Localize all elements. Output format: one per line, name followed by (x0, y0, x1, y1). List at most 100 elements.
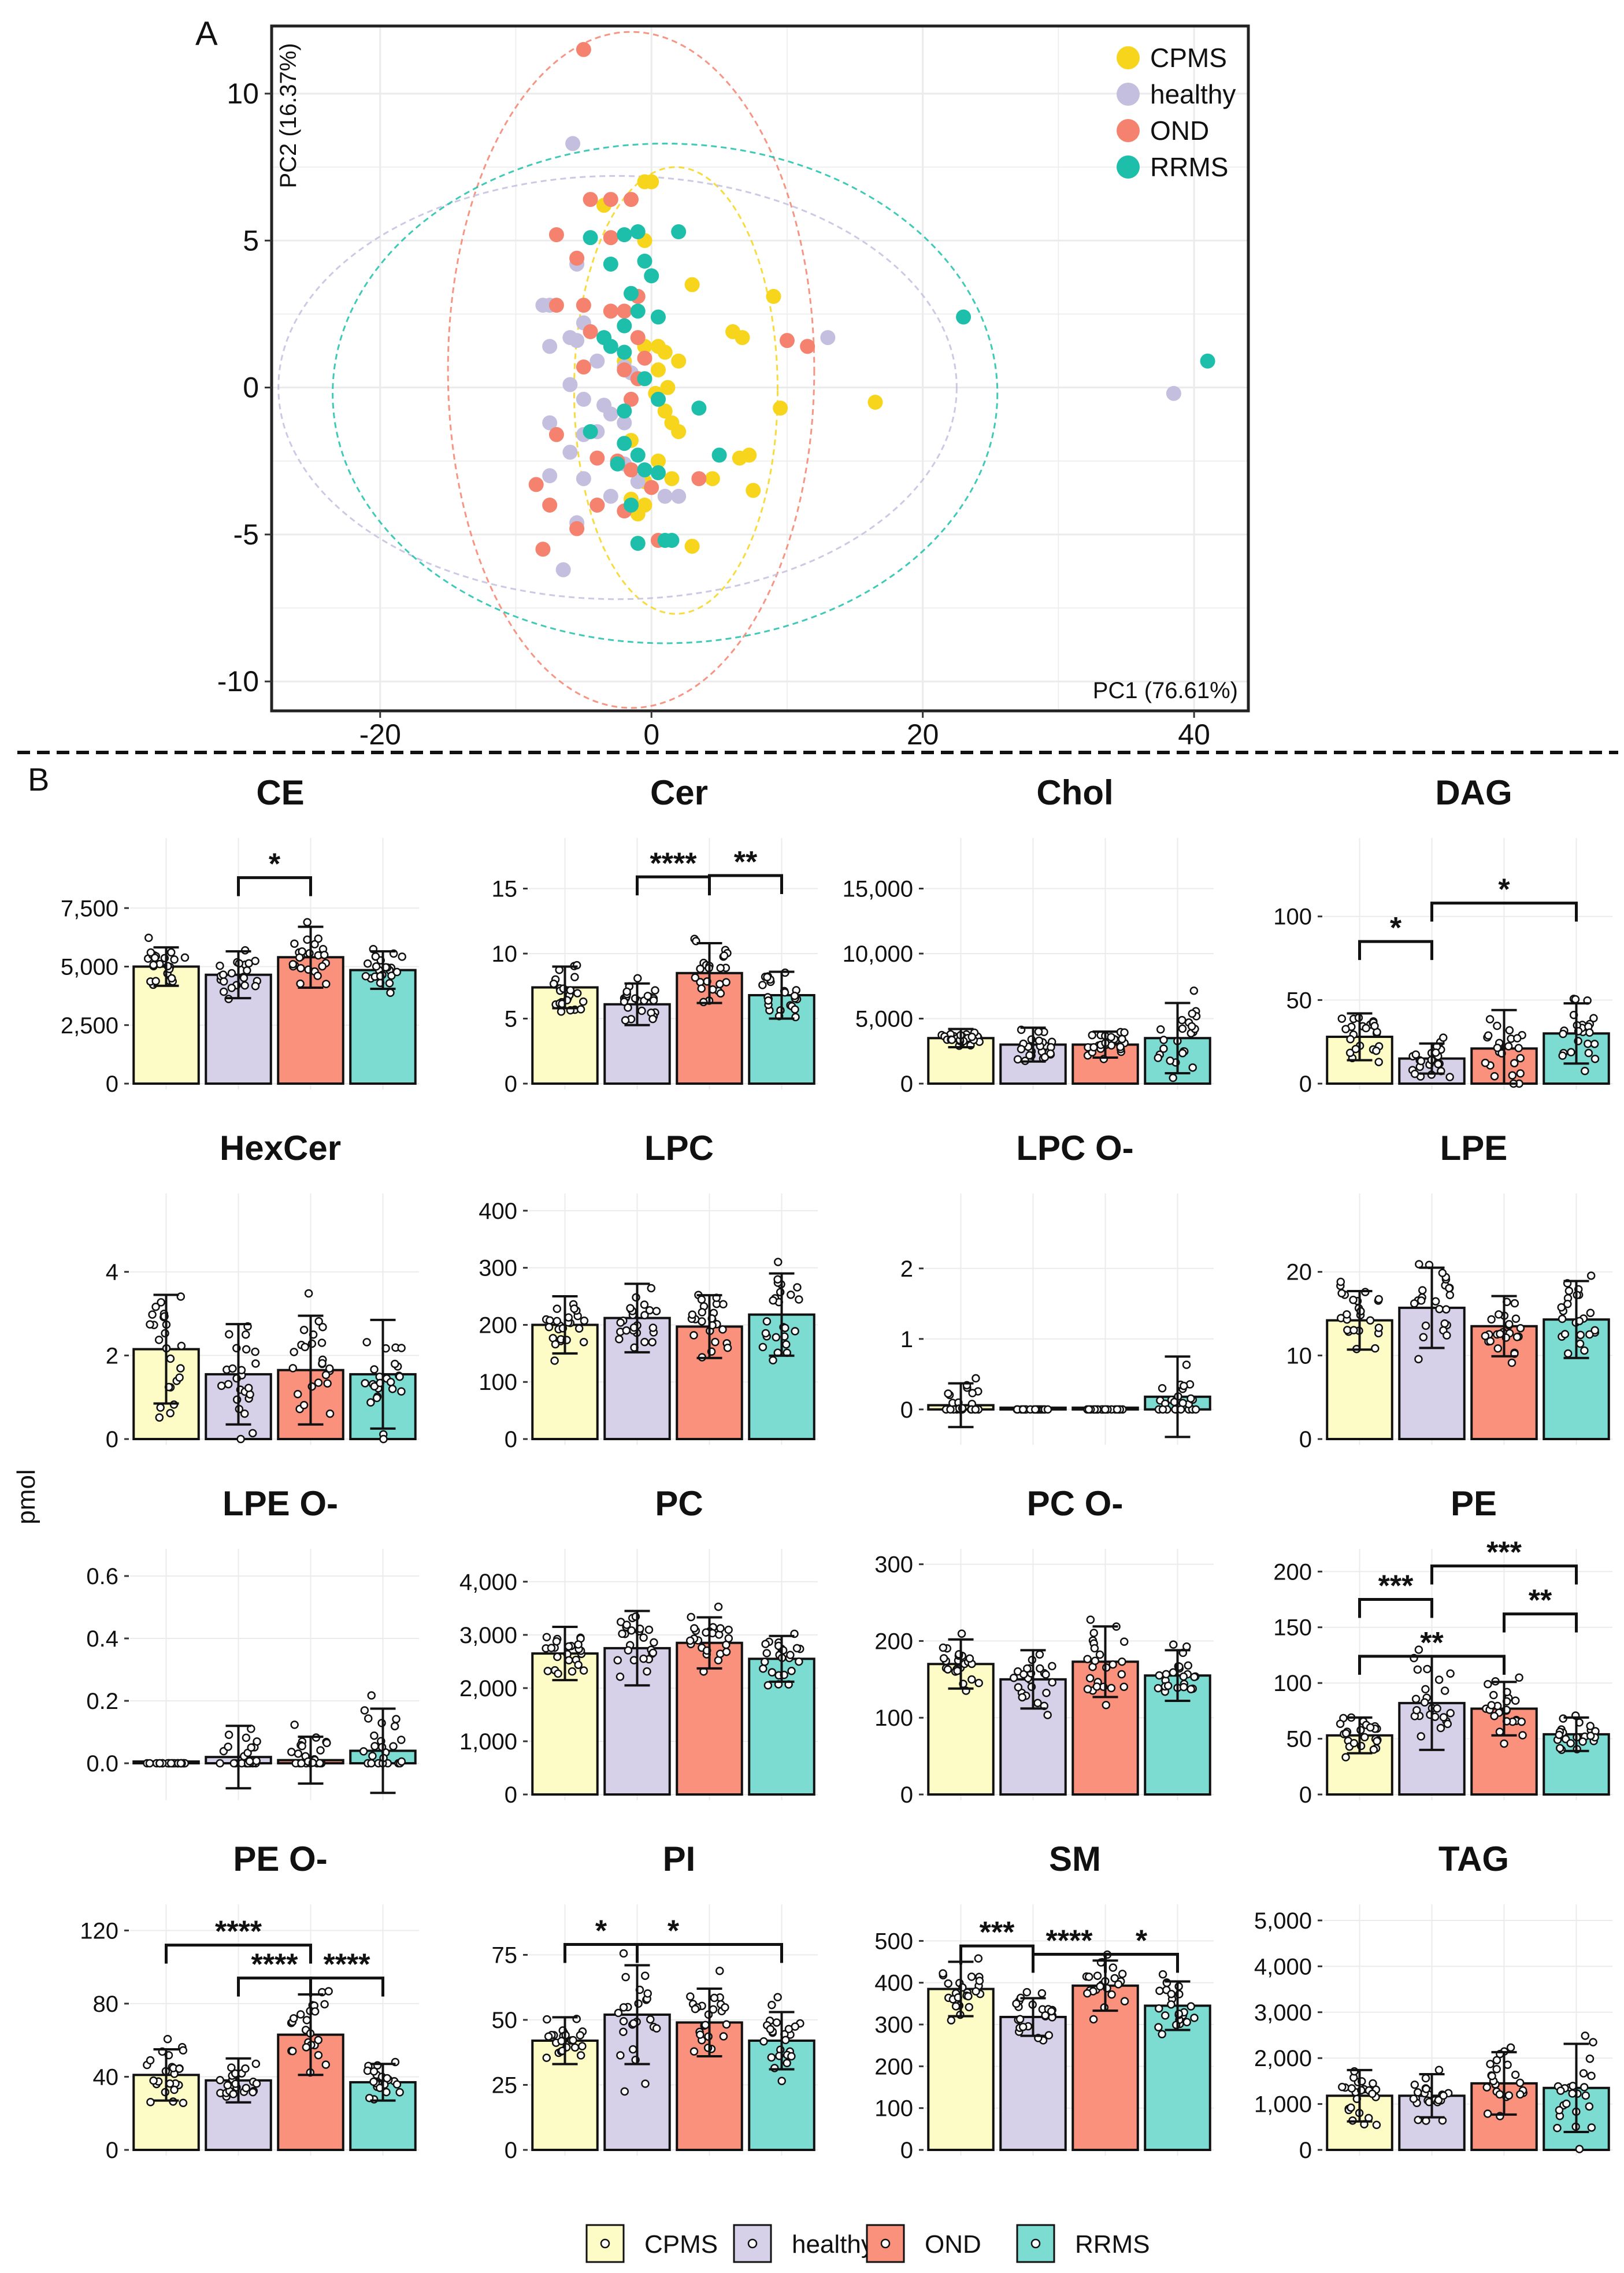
data-point (166, 1759, 176, 1768)
data-point (170, 955, 179, 964)
significance-label: * (269, 848, 281, 881)
data-point (1042, 1688, 1051, 1697)
data-point (1366, 1316, 1375, 1325)
legend-dot-CPMS (1117, 46, 1140, 69)
data-point (792, 1644, 802, 1653)
data-point (1571, 995, 1580, 1004)
y-tick-label: 75 (492, 1943, 518, 1968)
data-point (176, 1364, 185, 1373)
significance-label: * (1498, 873, 1510, 907)
data-point (1041, 1670, 1050, 1679)
data-point (1494, 1310, 1503, 1319)
data-point (637, 1006, 646, 1015)
data-point (651, 986, 659, 995)
significance-label: **** (251, 1948, 299, 1982)
bar-chart-hexcer: HexCer 0 2 4 (106, 1129, 419, 1452)
data-point (240, 1409, 249, 1418)
data-point (1167, 2000, 1176, 2009)
data-point (1413, 2088, 1422, 2097)
plot-border (270, 24, 1250, 713)
data-point (163, 2035, 172, 2044)
data-point (773, 1993, 782, 2002)
data-point (179, 2098, 188, 2108)
data-point (967, 1972, 976, 1981)
y-tick-label: 4,000 (459, 1570, 517, 1595)
bar-chart-pco-: PC O- 0 100 200 300 (874, 1484, 1214, 1808)
scatter-point-OND (589, 450, 605, 466)
data-point (1432, 1048, 1440, 1057)
data-point (1409, 2094, 1418, 2103)
data-point (1036, 1664, 1044, 1673)
data-point (549, 980, 558, 988)
scatter-point-RRMS (630, 447, 646, 463)
data-point (696, 2030, 705, 2039)
bar-chart-lpco-: LPC O- 0 1 2 (900, 1129, 1214, 1445)
significance-label: *** (1378, 1570, 1414, 1603)
data-point (391, 1359, 399, 1369)
y-tick-label: 0 (1299, 2138, 1312, 2163)
data-point (1191, 1405, 1200, 1414)
y-tick-label: 150 (1273, 1615, 1312, 1641)
data-point (616, 1673, 625, 1681)
bar-chart-pc: PC 0 1,000 2,000 3,000 4,000 (459, 1484, 818, 1808)
bar-chart-dag: DAG 0 50 100 * * (1273, 773, 1612, 1097)
scatter-point-OND (542, 497, 558, 513)
data-point (1516, 1069, 1525, 1078)
data-point (247, 1743, 255, 1752)
confidence-ellipse-CPMS (573, 166, 779, 615)
scatter-point-RRMS (630, 224, 646, 240)
data-point (1372, 1046, 1381, 1055)
data-point (787, 1291, 795, 1299)
scatter-point-RRMS (650, 309, 666, 325)
data-point (1511, 2070, 1520, 2079)
scatter-point-RRMS (711, 447, 727, 463)
data-point (1436, 1723, 1445, 1733)
y-tick-label: 10,000 (843, 941, 913, 967)
data-point (1590, 1326, 1599, 1335)
data-point (367, 1691, 376, 1700)
data-point (1515, 2078, 1525, 2087)
scatter-point-healthy (1166, 385, 1181, 401)
bar-chart-lpeo-: LPE O- 0.0 0.2 0.4 0.6 (86, 1484, 419, 1800)
data-point (697, 1295, 706, 1304)
data-point (370, 1742, 379, 1751)
y-tick-label: 0 (243, 372, 259, 404)
data-point (565, 1656, 573, 1665)
scatter-point-OND (624, 391, 639, 407)
legend-dot-RRMS (1117, 155, 1140, 179)
data-point (1120, 1997, 1129, 2005)
data-point (224, 1730, 233, 1740)
data-point (166, 1408, 175, 1418)
panel-a-pca-plot: A -20 0 20 40 -10 -5 0 5 10 PC1 (76.61%) PC2 (16.37… (195, 15, 1250, 751)
y-tick-label: 200 (1273, 1559, 1312, 1585)
data-point (1117, 1670, 1126, 1679)
data-point (716, 989, 725, 998)
data-point (310, 2007, 320, 2016)
data-point (1557, 1303, 1566, 1312)
data-point (297, 1759, 306, 1768)
data-point (760, 1658, 769, 1666)
data-point (974, 1678, 983, 1688)
y-tick-label: 0 (1299, 1071, 1312, 1097)
y-tick-label: 0 (505, 1071, 517, 1097)
scatter-point-healthy (542, 415, 558, 431)
data-point (1490, 1712, 1499, 1720)
bar-healthy (603, 1647, 671, 1796)
data-point (1484, 1031, 1493, 1040)
data-point (390, 1722, 399, 1731)
scatter-point-OND (589, 497, 605, 513)
panel-b-legend: CPMS healthy OND RRMS (585, 2224, 1150, 2263)
data-point (1556, 2086, 1565, 2095)
scatter-point-RRMS (691, 401, 707, 416)
data-point (372, 1393, 381, 1403)
scatter-point-CPMS (867, 394, 883, 410)
data-point (719, 1300, 728, 1309)
data-point (627, 1626, 636, 1635)
significance-label: ** (1420, 1626, 1444, 1660)
data-point (389, 1742, 398, 1751)
data-point (1410, 1069, 1419, 1078)
data-point (965, 1654, 974, 1663)
data-point (1515, 1673, 1523, 1682)
data-point (761, 1329, 770, 1338)
data-point (227, 984, 236, 992)
